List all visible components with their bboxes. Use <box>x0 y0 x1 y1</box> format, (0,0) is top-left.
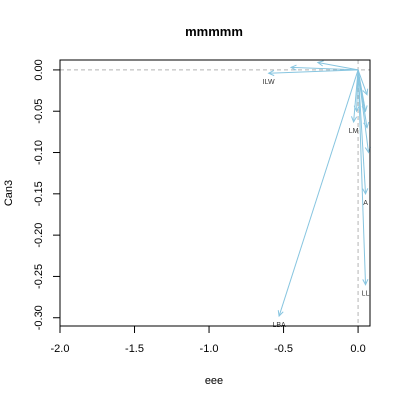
reference-lines <box>60 60 370 326</box>
y-tick-label: -0.20 <box>33 223 45 248</box>
y-tick-label: -0.05 <box>33 99 45 124</box>
y-tick-label: -0.30 <box>33 305 45 330</box>
x-axis-label: eee <box>205 375 223 387</box>
x-tick-label: -0.5 <box>274 343 293 355</box>
vector-arrowhead <box>362 88 369 96</box>
y-tick-label: -0.25 <box>33 264 45 289</box>
vector-arrowhead <box>361 105 368 113</box>
vector-arrow <box>357 69 367 112</box>
y-tick-label: -0.10 <box>33 140 45 165</box>
vector-arrowhead <box>362 188 369 195</box>
vector-arrow <box>290 66 359 71</box>
vector-arrowhead <box>362 279 369 286</box>
vector-arrow <box>357 69 368 95</box>
vector-arrow <box>356 69 359 112</box>
vector-arrow <box>317 61 359 71</box>
y-axis: 0.00 -0.05 -0.10 -0.15 -0.20 -0.25 -0.30 <box>33 59 61 330</box>
x-tick-label: -1.5 <box>125 343 144 355</box>
y-tick-label: -0.15 <box>33 181 45 206</box>
vector-arrow <box>278 69 359 317</box>
vector-arrowhead <box>353 105 360 113</box>
vector-arrowhead <box>289 64 297 71</box>
x-tick-label: -1.0 <box>200 343 219 355</box>
vector-label: A <box>363 200 368 207</box>
vector-arrowhead <box>363 121 370 129</box>
vector-arrows <box>267 60 371 318</box>
vector-label: ILW <box>263 79 275 86</box>
y-tick-label: 0.00 <box>33 59 45 80</box>
x-tick-label: -2.0 <box>51 343 70 355</box>
vector-arrow <box>268 69 359 74</box>
vector-arrowhead <box>277 310 284 318</box>
y-axis-label: Can3 <box>3 180 15 206</box>
chart-title: mmmmm <box>185 24 243 39</box>
vector-label: LL <box>362 291 370 298</box>
x-axis: -2.0 -1.5 -1.0 -0.5 0.0 <box>51 325 366 355</box>
plot-frame <box>59 59 371 327</box>
vector-arrowhead <box>267 69 275 77</box>
vector-arrow <box>357 69 367 194</box>
vector-arrowhead <box>316 60 324 67</box>
vector-label: LM <box>349 128 359 135</box>
vector-labels: ILWLMLBAALL <box>263 79 370 329</box>
vector-arrowhead <box>351 116 358 124</box>
x-tick-label: 0.0 <box>350 343 365 355</box>
vector-arrow <box>357 69 367 285</box>
